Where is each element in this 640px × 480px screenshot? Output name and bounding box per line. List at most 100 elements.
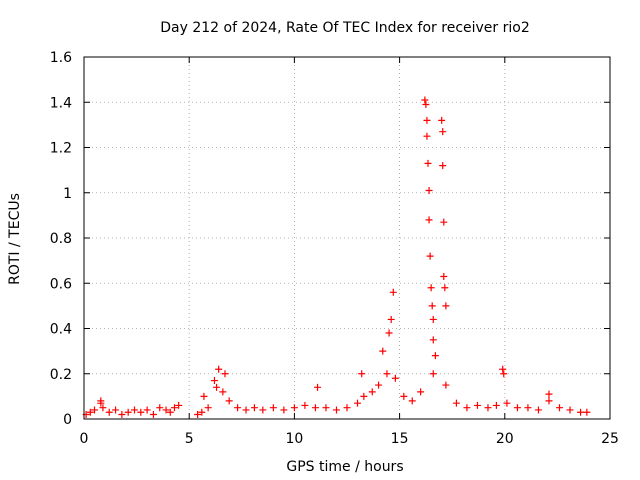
data-point (499, 365, 507, 373)
series-peaks (97, 96, 553, 405)
y-tick-label: 0.6 (50, 276, 72, 292)
data-point (427, 284, 435, 292)
data-point (358, 370, 366, 378)
data-point (99, 404, 107, 412)
data-point (332, 406, 340, 414)
data-point (124, 408, 132, 416)
data-point (118, 410, 126, 418)
data-point (368, 388, 376, 396)
data-point (149, 410, 157, 418)
data-point (423, 116, 431, 124)
data-point (439, 128, 447, 136)
data-point (473, 401, 481, 409)
data-point (322, 404, 330, 412)
data-point (200, 392, 208, 400)
x-tick-label: 10 (285, 431, 303, 447)
data-point (428, 302, 436, 310)
data-point (503, 399, 511, 407)
y-tick-label: 0.8 (50, 231, 72, 247)
data-point (130, 406, 138, 414)
data-point (440, 272, 448, 280)
grid-lines (84, 57, 610, 419)
x-tick-label: 0 (80, 431, 89, 447)
data-point (213, 383, 221, 391)
y-tick-label: 0.2 (50, 367, 72, 383)
data-point (219, 388, 227, 396)
data-point (442, 381, 450, 389)
data-point (194, 410, 202, 418)
data-point (534, 406, 542, 414)
data-point (438, 116, 446, 124)
data-point (360, 392, 368, 400)
data-point (170, 404, 178, 412)
data-point (387, 315, 395, 323)
data-point (280, 406, 288, 414)
data-point (269, 404, 277, 412)
data-point (513, 404, 521, 412)
data-point (391, 374, 399, 382)
data-point (425, 186, 433, 194)
x-tick-label: 20 (496, 431, 514, 447)
data-point (375, 381, 383, 389)
data-point (225, 397, 233, 405)
y-tick-label: 0 (63, 412, 72, 428)
data-point (175, 401, 183, 409)
x-tick-label: 15 (391, 431, 409, 447)
data-point (379, 347, 387, 355)
data-point (425, 216, 433, 224)
data-point (556, 404, 564, 412)
data-point (242, 406, 250, 414)
data-point (441, 284, 449, 292)
data-point (210, 377, 218, 385)
y-tick-label: 1.6 (50, 50, 72, 66)
y-axis-label: ROTI / TECUs (7, 193, 23, 285)
data-point (408, 397, 416, 405)
data-point (442, 302, 450, 310)
data-point (421, 96, 429, 104)
y-tick-label: 1.2 (50, 141, 72, 157)
data-point (311, 404, 319, 412)
x-tick-label: 5 (185, 431, 194, 447)
data-point (431, 352, 439, 360)
data-point (389, 288, 397, 296)
data-point (143, 406, 151, 414)
chart-title: Day 212 of 2024, Rate Of TEC Index for r… (160, 20, 530, 36)
data-point (250, 404, 258, 412)
data-point (566, 406, 574, 414)
data-point (385, 329, 393, 337)
data-point (400, 392, 408, 400)
y-tick-label: 1.4 (50, 95, 72, 111)
data-point (290, 404, 298, 412)
y-tick-label: 0.4 (50, 322, 72, 338)
plot-frame (83, 56, 611, 420)
data-point (440, 218, 448, 226)
data-point (86, 408, 94, 416)
axis-ticks: 0 5 10 15 20 25 0 0.2 0.4 0.6 0.8 1 1.2 1.4 1.6 (50, 50, 619, 447)
data-point (343, 404, 351, 412)
data-point (259, 406, 267, 414)
data-point (112, 406, 120, 414)
x-axis-label: GPS time / hours (286, 459, 403, 475)
data-point (383, 370, 391, 378)
data-point (162, 406, 170, 414)
data-point (583, 408, 591, 416)
data-point (423, 132, 431, 140)
data-point (500, 370, 508, 378)
data-point (354, 399, 362, 407)
x-tick-label: 25 (601, 431, 619, 447)
data-point (545, 390, 553, 398)
data-point (97, 397, 105, 405)
data-point (484, 404, 492, 412)
data-point (429, 370, 437, 378)
data-point (577, 408, 585, 416)
y-tick-label: 1 (63, 186, 72, 202)
data-point (198, 408, 206, 416)
data-point (156, 404, 164, 412)
data-point (426, 252, 434, 260)
data-point (221, 370, 229, 378)
data-point (234, 404, 242, 412)
data-point (137, 408, 145, 416)
data-point (314, 383, 322, 391)
data-point (301, 401, 309, 409)
